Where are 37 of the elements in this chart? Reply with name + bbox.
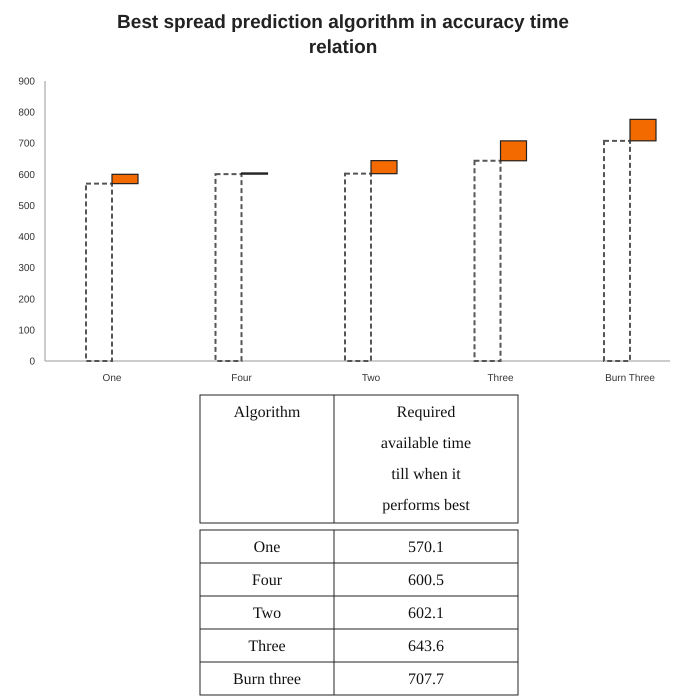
- bar: [370, 160, 398, 174]
- bar: [111, 174, 139, 184]
- bar: [344, 172, 372, 362]
- x-tick-label: Four: [231, 373, 252, 384]
- text: Algorithm: [234, 404, 301, 421]
- text: 602.1: [408, 605, 444, 622]
- y-tick-label: 500: [18, 200, 36, 212]
- text: 707.7: [408, 671, 444, 688]
- x-tick-label: Two: [362, 373, 381, 384]
- y-tick-label: 300: [18, 263, 36, 274]
- y-tick-label: 0: [29, 356, 36, 368]
- x-tick-label: Burn Three: [605, 373, 656, 384]
- y-tick-label: 600: [18, 170, 36, 181]
- y-tick-label: 400: [18, 232, 36, 244]
- y-tick-label: 100: [18, 325, 36, 336]
- text: Three: [248, 638, 286, 655]
- y-tick-label: 700: [18, 138, 36, 150]
- chart-title: Best spread prediction algorithm in accuracy time relation: [117, 12, 569, 58]
- x-tick-label: Three: [487, 373, 514, 384]
- bar: [214, 173, 242, 362]
- text: Four: [252, 572, 283, 589]
- text: Two: [252, 605, 282, 622]
- text: One: [254, 539, 280, 556]
- y-tick-label: 900: [18, 76, 36, 88]
- y-tick-label: 800: [18, 108, 36, 119]
- text: 600.5: [408, 572, 444, 589]
- bar: [85, 182, 113, 362]
- bar: [629, 118, 657, 142]
- bar: [500, 140, 528, 162]
- text: Required available time till when it performs best: [380, 404, 472, 514]
- text: 570.1: [408, 539, 444, 556]
- x-tick-label: One: [102, 373, 122, 384]
- text: 643.6: [408, 638, 444, 655]
- y-tick-label: 200: [18, 294, 36, 306]
- bar: [603, 140, 631, 362]
- bar: [474, 160, 502, 362]
- text: Burn three: [233, 671, 301, 688]
